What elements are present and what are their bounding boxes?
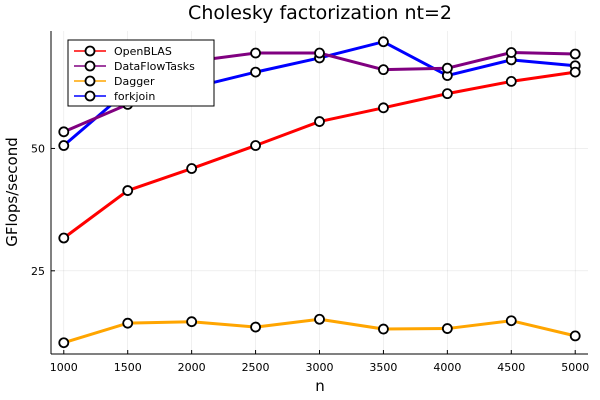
series-dagger [58, 313, 581, 349]
x-tick-label: 1500 [114, 361, 142, 374]
data-point-openblas [378, 102, 389, 114]
data-point-openblas [250, 140, 261, 151]
data-point-openblas [441, 88, 453, 100]
data-point-openblas [186, 163, 198, 174]
data-point-openblas [122, 185, 134, 196]
legend-label: Dagger [114, 75, 155, 88]
data-point-dagger [122, 317, 134, 329]
data-point-dataflowtasks [378, 64, 389, 76]
legend-label: DataFlowTasks [114, 60, 195, 73]
x-axis-label: n [315, 377, 325, 395]
data-point-dagger [505, 315, 517, 327]
y-axis-label: GFlops/second [3, 137, 21, 246]
legend-swatch-marker [84, 60, 96, 72]
data-point-dagger [569, 330, 581, 342]
legend-swatch-marker [84, 75, 96, 87]
data-point-dagger [314, 313, 325, 325]
data-point-dataflowtasks [250, 47, 261, 59]
data-point-dataflowtasks [314, 47, 325, 59]
tick-layer: 1000 1500 2000 2500 3000 3500 4000 4500 5000 25 50 [31, 142, 589, 374]
legend-swatch-marker [84, 90, 96, 102]
legend-item-dagger: Dagger [74, 75, 155, 88]
legend-item-dataflowtasks: DataFlowTasks [74, 60, 195, 73]
data-point-dagger [378, 323, 389, 335]
legend: OpenBLAS DataFlowTasks Dagger forkjoin [67, 39, 215, 107]
x-tick-label: 5000 [561, 361, 589, 374]
data-point-openblas [505, 76, 517, 87]
data-point-dataflowtasks [441, 62, 453, 74]
x-tick-label: 2500 [242, 361, 270, 374]
series-openblas [58, 66, 581, 244]
x-tick-label: 4000 [433, 361, 461, 374]
x-tick-label: 3500 [369, 361, 397, 374]
data-point-openblas [58, 232, 70, 244]
y-tick-label: 25 [31, 265, 45, 278]
legend-label: forkjoin [114, 90, 155, 103]
data-point-dagger [250, 321, 261, 333]
data-point-forkjoin [58, 140, 70, 151]
data-point-dataflowtasks [58, 126, 70, 138]
data-point-dagger [186, 316, 198, 328]
data-point-dataflowtasks [505, 47, 517, 58]
x-tick-label: 1000 [50, 361, 78, 374]
data-point-dagger [58, 337, 70, 349]
x-tick-label: 3000 [306, 361, 334, 374]
data-point-openblas [314, 116, 325, 127]
data-point-dagger [441, 323, 453, 334]
data-point-dataflowtasks [569, 48, 581, 60]
chart-title: Cholesky factorization nt=2 [188, 2, 452, 24]
legend-swatch-marker [84, 45, 96, 57]
data-point-forkjoin [250, 66, 261, 78]
legend-item-forkjoin: forkjoin [74, 90, 155, 103]
x-tick-label: 2000 [178, 361, 206, 374]
legend-label: OpenBLAS [114, 45, 172, 58]
data-point-forkjoin [378, 36, 389, 48]
legend-item-openblas: OpenBLAS [74, 45, 172, 58]
y-tick-label: 50 [31, 142, 45, 155]
x-tick-label: 4500 [497, 361, 525, 374]
data-point-openblas [569, 66, 581, 78]
